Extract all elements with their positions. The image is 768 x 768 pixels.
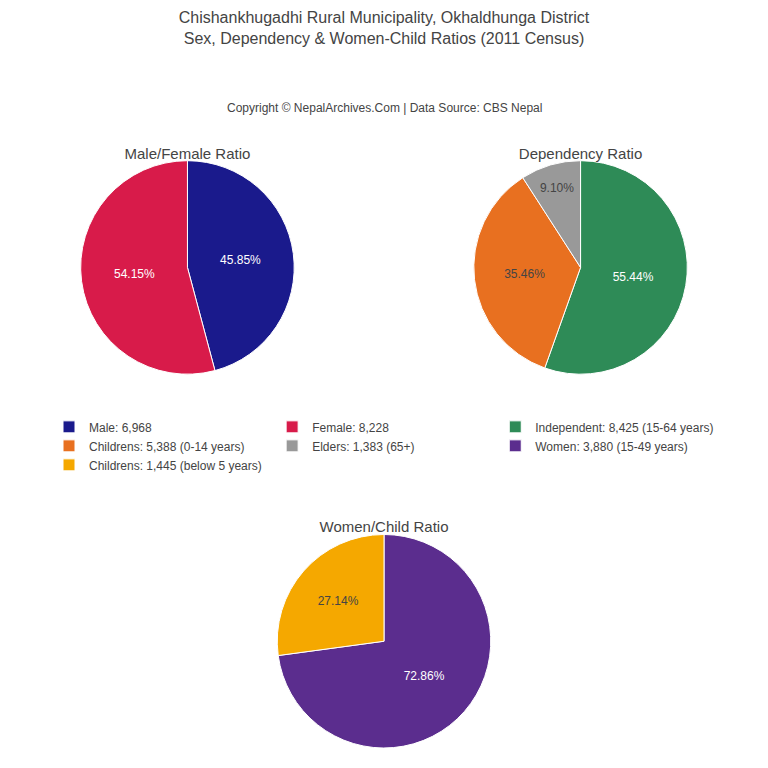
svg-text:Independent: 8,425 (15-64 year: Independent: 8,425 (15-64 years) — [535, 421, 713, 435]
svg-text:Childrens: 5,388 (0-14 years): Childrens: 5,388 (0-14 years) — [89, 440, 244, 454]
svg-text:Childrens: 1,445 (below 5 year: Childrens: 1,445 (below 5 years) — [89, 459, 262, 473]
svg-text:Chishankhugadhi Rural Municipa: Chishankhugadhi Rural Municipality, Okha… — [179, 9, 590, 47]
svg-text:72.86%: 72.86% — [404, 669, 445, 683]
svg-text:Female: 8,228: Female: 8,228 — [312, 421, 389, 435]
svg-text:Copyright © NepalArchives.Com: Copyright © NepalArchives.Com | Data Sou… — [227, 101, 542, 115]
svg-text:Male: 6,968: Male: 6,968 — [89, 421, 152, 435]
svg-text:9.10%: 9.10% — [540, 181, 574, 195]
svg-text:Elders: 1,383 (65+): Elders: 1,383 (65+) — [312, 440, 414, 454]
svg-text:Dependency Ratio: Dependency Ratio — [519, 145, 642, 162]
svg-text:35.46%: 35.46% — [504, 267, 545, 281]
svg-text:45.85%: 45.85% — [220, 253, 261, 267]
svg-text:55.44%: 55.44% — [613, 270, 654, 284]
svg-text:Women/Child Ratio: Women/Child Ratio — [320, 518, 449, 535]
svg-text:Women: 3,880 (15-49 years): Women: 3,880 (15-49 years) — [535, 440, 688, 454]
svg-text:Male/Female Ratio: Male/Female Ratio — [124, 145, 250, 162]
svg-text:54.15%: 54.15% — [114, 267, 155, 281]
svg-text:27.14%: 27.14% — [318, 594, 359, 608]
